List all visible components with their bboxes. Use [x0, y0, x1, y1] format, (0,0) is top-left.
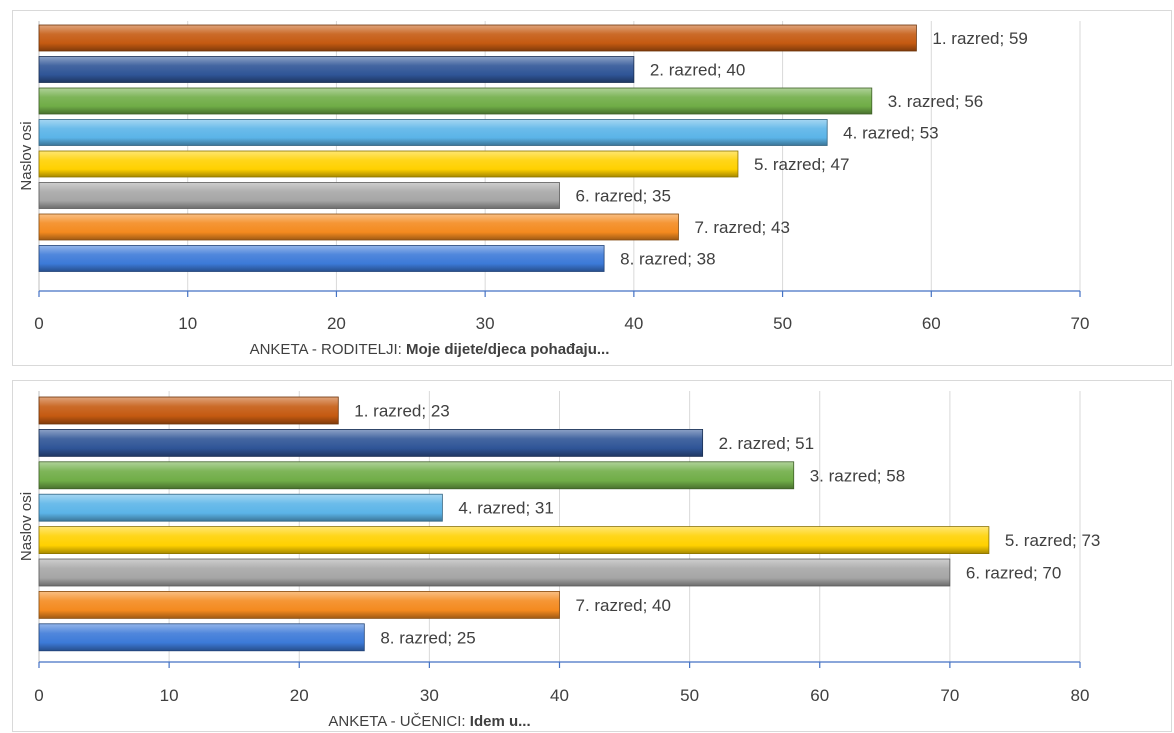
data-label-5: 5. razred; 47 [754, 155, 849, 174]
data-label-2: 2. razred; 51 [719, 434, 814, 453]
bar-4 [38, 119, 828, 146]
chart-parents-svg: 1. razred; 59 2. razred; 40 3. razred; 56 4… [18, 21, 1090, 358]
bar-1 [38, 396, 339, 425]
data-label-6: 6. razred; 35 [576, 187, 671, 206]
bar-4 [38, 493, 443, 522]
chart-students-svg: 1. razred; 23 2. razred; 51 3. razred; 58 4… [18, 391, 1100, 730]
bar-6 [38, 182, 560, 209]
x-tick-label: 60 [810, 686, 829, 705]
x-tick-label: 30 [420, 686, 439, 705]
x-tick-label: 80 [1071, 686, 1090, 705]
bar-6 [38, 558, 951, 587]
bar-8 [38, 623, 365, 652]
x-tick-label: 10 [178, 314, 197, 333]
bar-7 [38, 590, 560, 619]
data-label-8: 8. razred; 38 [620, 250, 715, 269]
bar-2 [38, 429, 704, 457]
chart-panel-parents: 1. razred; 59 2. razred; 40 3. razred; 56 4… [12, 10, 1172, 366]
y-axis-title: Naslov osi [18, 492, 35, 561]
bar-5 [38, 150, 739, 178]
chart-panel-students: 1. razred; 23 2. razred; 51 3. razred; 58 4… [12, 380, 1172, 732]
x-tick-label: 50 [773, 314, 792, 333]
data-label-2: 2. razred; 40 [650, 61, 745, 80]
x-tick-label: 0 [34, 314, 43, 333]
x-tick-label: 10 [160, 686, 179, 705]
x-tick-label: 60 [922, 314, 941, 333]
y-axis-title: Naslov osi [18, 121, 35, 190]
bar-7 [38, 213, 679, 241]
data-label-7: 7. razred; 40 [576, 596, 671, 615]
x-tick-label: 20 [290, 686, 309, 705]
data-label-5: 5. razred; 73 [1005, 531, 1100, 550]
data-label-1: 1. razred; 23 [354, 402, 449, 421]
x-tick-label: 70 [940, 686, 959, 705]
x-tick-label: 40 [624, 314, 643, 333]
data-label-3: 3. razred; 56 [888, 92, 983, 111]
x-axis-title: ANKETA - UČENICI: Idem u... [328, 713, 530, 730]
bar-3 [38, 87, 873, 115]
bar-1 [38, 24, 917, 52]
x-tick-label: 20 [327, 314, 346, 333]
x-tick-label: 40 [550, 686, 569, 705]
bar-5 [38, 526, 990, 555]
data-label-3: 3. razred; 58 [810, 466, 905, 485]
x-tick-label: 50 [680, 686, 699, 705]
data-label-8: 8. razred; 25 [380, 628, 475, 647]
x-tick-label: 0 [34, 686, 43, 705]
bar-3 [38, 461, 795, 490]
x-tick-label: 30 [476, 314, 495, 333]
data-label-6: 6. razred; 70 [966, 564, 1061, 583]
data-label-7: 7. razred; 43 [694, 218, 789, 237]
data-label-4: 4. razred; 53 [843, 124, 938, 143]
data-label-4: 4. razred; 31 [458, 499, 553, 518]
bar-8 [38, 245, 605, 272]
data-label-1: 1. razred; 59 [932, 29, 1027, 48]
bar-2 [38, 56, 635, 83]
x-axis-title: ANKETA - RODITELJI: Moje dijete/djeca po… [250, 341, 610, 358]
x-tick-label: 70 [1071, 314, 1090, 333]
